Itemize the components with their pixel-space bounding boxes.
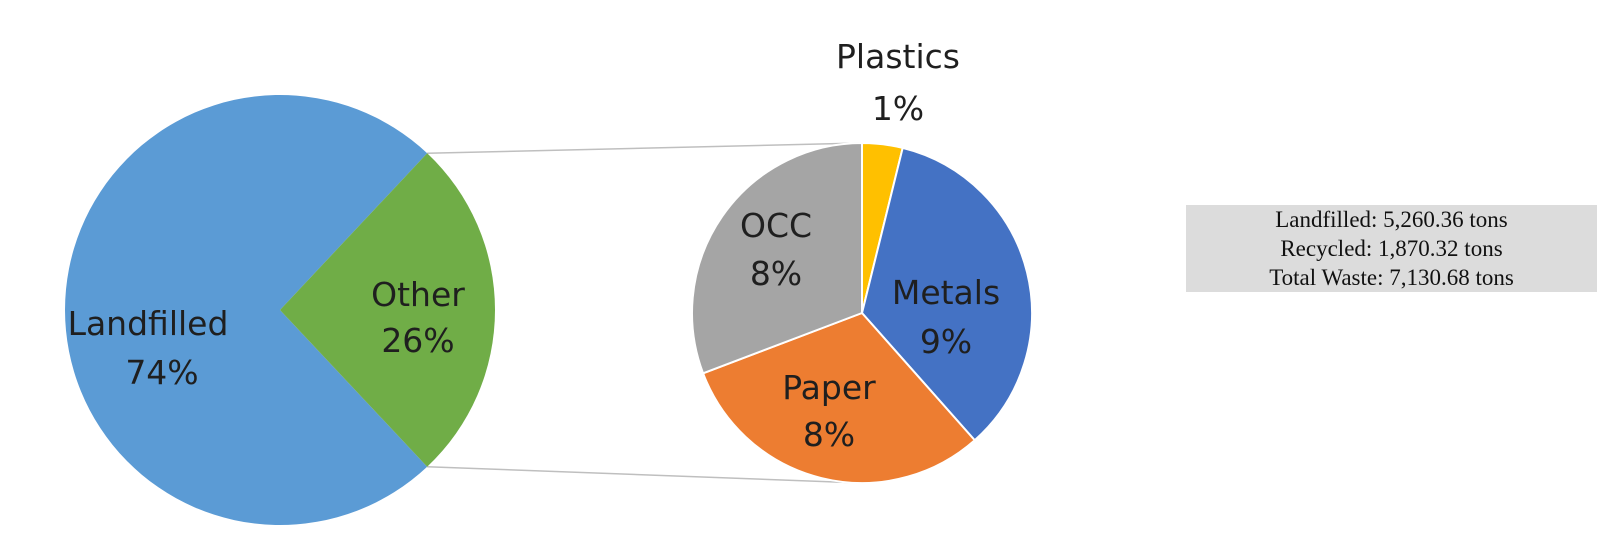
slice-label-occ-value: 8% xyxy=(750,254,802,293)
main-pie xyxy=(65,94,496,526)
pie-slice-landfilled xyxy=(65,94,428,526)
waste-summary-box: Landfilled: 5,260.36 tons Recycled: 1,87… xyxy=(1186,205,1597,292)
slice-label-metals-value: 9% xyxy=(920,322,972,361)
summary-recycled: Recycled: 1,870.32 tons xyxy=(1280,236,1503,261)
slice-label-metals-name: Metals xyxy=(892,273,1000,312)
secondary-pie xyxy=(691,141,1033,484)
slice-label-landfilled-name: Landfilled xyxy=(68,304,229,343)
pie-slice-metals xyxy=(860,146,1033,442)
summary-total: Total Waste: 7,130.68 tons xyxy=(1269,265,1514,290)
connector-lines xyxy=(427,142,863,484)
slice-labels: Landfilled 74% Other 26% Plastics 1% OCC… xyxy=(68,37,1001,454)
slice-label-paper-value: 8% xyxy=(803,415,855,454)
slice-label-other-value: 26% xyxy=(381,321,454,360)
slice-label-other-name: Other xyxy=(371,275,465,314)
connector-line-bottom xyxy=(427,465,863,484)
slice-label-paper-name: Paper xyxy=(782,368,876,407)
slice-label-plastics-name: Plastics xyxy=(836,37,960,76)
summary-landfilled: Landfilled: 5,260.36 tons xyxy=(1275,207,1508,232)
pie-slice-occ xyxy=(691,141,863,375)
slice-label-landfilled-value: 74% xyxy=(125,353,198,392)
connector-line-top xyxy=(427,142,863,155)
slice-label-occ-name: OCC xyxy=(740,206,812,245)
pie-slice-paper xyxy=(701,311,977,484)
slice-label-plastics-value: 1% xyxy=(872,89,924,128)
pie-slice-other xyxy=(280,153,496,467)
